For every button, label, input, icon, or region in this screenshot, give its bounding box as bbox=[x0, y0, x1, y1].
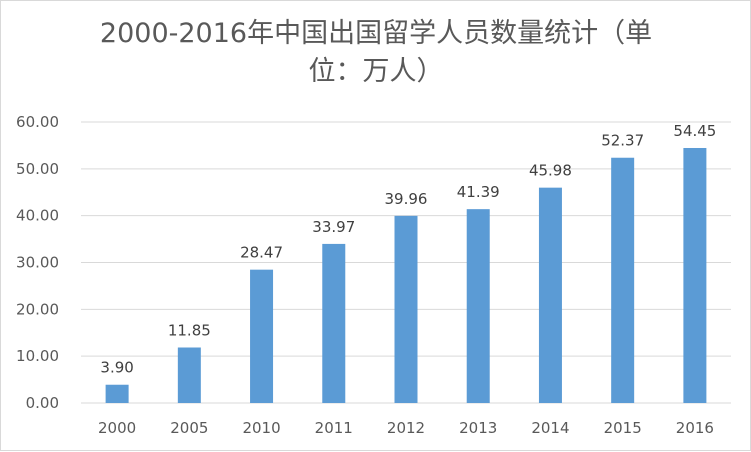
data-label: 33.97 bbox=[312, 218, 355, 236]
bar bbox=[250, 269, 274, 403]
y-tick-label: 50.00 bbox=[16, 160, 59, 178]
y-tick-label: 0.00 bbox=[26, 394, 59, 412]
y-tick-label: 60.00 bbox=[16, 113, 59, 131]
bar bbox=[683, 147, 707, 403]
y-tick-label: 10.00 bbox=[16, 347, 59, 365]
y-tick-label: 20.00 bbox=[16, 300, 59, 318]
bar bbox=[105, 384, 129, 403]
bar bbox=[466, 209, 490, 403]
data-label: 39.96 bbox=[385, 190, 428, 208]
x-tick-label: 2011 bbox=[315, 419, 353, 437]
chart-title: 2000-2016年中国出国留学人员数量统计（单位：万人） bbox=[99, 18, 653, 87]
x-tick-label: 2016 bbox=[676, 419, 714, 437]
y-tick-label: 40.00 bbox=[16, 207, 59, 225]
x-tick-label: 2010 bbox=[242, 419, 280, 437]
bar bbox=[611, 157, 635, 403]
data-label: 28.47 bbox=[240, 244, 283, 262]
x-tick-label: 2014 bbox=[531, 419, 569, 437]
bar bbox=[322, 243, 346, 403]
data-label: 52.37 bbox=[601, 132, 644, 150]
x-tick-label: 2000 bbox=[98, 419, 136, 437]
data-label: 3.90 bbox=[100, 359, 133, 377]
data-label: 11.85 bbox=[168, 322, 211, 340]
x-tick-label: 2013 bbox=[459, 419, 497, 437]
data-label: 41.39 bbox=[457, 183, 500, 201]
y-tick-label: 30.00 bbox=[16, 254, 59, 272]
bar bbox=[394, 215, 418, 403]
x-tick-label: 2012 bbox=[387, 419, 425, 437]
data-label: 45.98 bbox=[529, 162, 572, 180]
bar bbox=[177, 347, 201, 403]
data-label: 54.45 bbox=[673, 122, 716, 140]
bar bbox=[538, 187, 562, 403]
x-tick-label: 2005 bbox=[170, 419, 208, 437]
x-tick-label: 2015 bbox=[604, 419, 642, 437]
